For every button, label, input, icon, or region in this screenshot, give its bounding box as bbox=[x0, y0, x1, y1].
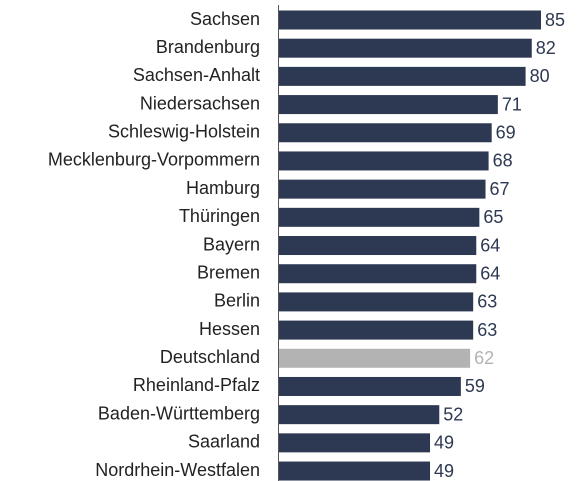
category-label: Baden-Württemberg bbox=[98, 403, 260, 423]
bar bbox=[279, 179, 486, 199]
category-label: Bremen bbox=[197, 262, 260, 282]
value-label: 52 bbox=[443, 404, 463, 424]
category-label: Berlin bbox=[214, 291, 260, 311]
bar bbox=[279, 66, 526, 86]
bar bbox=[279, 10, 541, 30]
category-label: Saarland bbox=[188, 432, 260, 452]
value-label: 71 bbox=[502, 94, 522, 114]
category-label: Mecklenburg-Vorpommern bbox=[48, 150, 260, 170]
bar bbox=[279, 236, 477, 256]
value-label: 49 bbox=[434, 461, 454, 481]
bar bbox=[279, 461, 431, 481]
bar bbox=[279, 348, 471, 368]
value-label: 82 bbox=[536, 38, 556, 58]
value-label: 64 bbox=[480, 235, 500, 255]
value-label: 65 bbox=[483, 207, 503, 227]
category-label: Thüringen bbox=[179, 206, 260, 226]
value-label: 59 bbox=[465, 376, 485, 396]
category-label: Hessen bbox=[199, 319, 260, 339]
category-label: Schleswig-Holstein bbox=[108, 122, 260, 142]
bar bbox=[279, 405, 440, 425]
bar bbox=[279, 38, 532, 58]
bar bbox=[279, 123, 492, 143]
value-label: 67 bbox=[490, 179, 510, 199]
category-label: Sachsen-Anhalt bbox=[133, 65, 260, 85]
category-label: Deutschland bbox=[160, 347, 260, 367]
value-label: 69 bbox=[496, 123, 516, 143]
category-label: Brandenburg bbox=[156, 37, 260, 57]
bar bbox=[279, 264, 477, 284]
bar bbox=[279, 151, 489, 171]
value-label: 49 bbox=[434, 433, 454, 453]
value-label: 63 bbox=[477, 292, 497, 312]
category-label: Niedersachsen bbox=[140, 93, 260, 113]
bar bbox=[279, 433, 431, 453]
value-label: 68 bbox=[493, 151, 513, 171]
category-label: Sachsen bbox=[190, 9, 260, 29]
value-label: 80 bbox=[530, 66, 550, 86]
category-label: Bayern bbox=[203, 234, 260, 254]
bar bbox=[279, 292, 474, 312]
bar bbox=[279, 207, 480, 227]
category-label: Nordrhein-Westfalen bbox=[95, 460, 260, 480]
bar bbox=[279, 95, 498, 115]
value-label: 85 bbox=[545, 10, 565, 30]
value-label: 64 bbox=[480, 263, 500, 283]
value-label: 62 bbox=[474, 348, 494, 368]
value-label: 63 bbox=[477, 320, 497, 340]
bar bbox=[279, 320, 474, 340]
category-label: Hamburg bbox=[186, 178, 260, 198]
category-label: Rheinland-Pfalz bbox=[133, 375, 260, 395]
bar bbox=[279, 376, 461, 396]
